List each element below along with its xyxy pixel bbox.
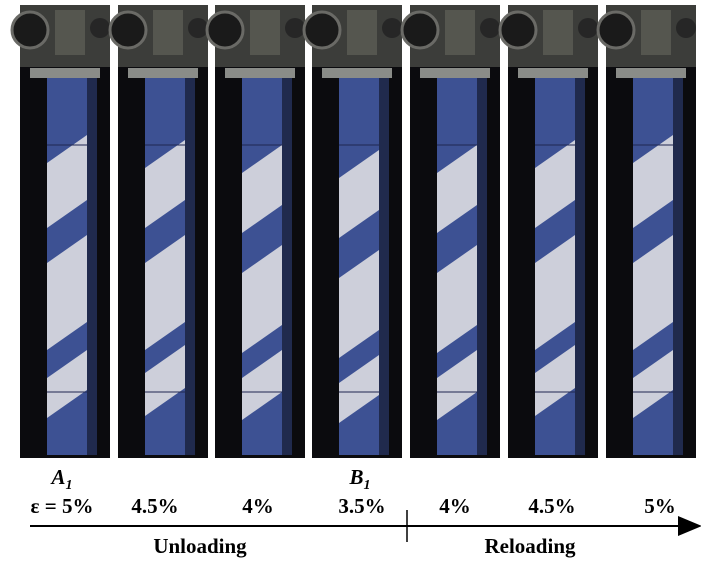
strain-label: 5% bbox=[644, 494, 676, 518]
grip bbox=[128, 68, 198, 78]
machine-part bbox=[90, 18, 110, 38]
strain-label: 3.5% bbox=[338, 494, 385, 518]
photo-panel bbox=[500, 5, 598, 458]
grip bbox=[322, 68, 392, 78]
specimen-edge bbox=[87, 78, 97, 455]
strain-label: 4.5% bbox=[131, 494, 178, 518]
specimen-edge bbox=[575, 78, 585, 455]
figure: A1 B1 ε = 5% 4.5% 4% 3.5% 4% 4.5% 5% Unloading… bbox=[0, 0, 701, 563]
specimen-edge bbox=[673, 78, 683, 455]
marker-b1: B1 bbox=[348, 465, 370, 493]
strain-label: 4.5% bbox=[528, 494, 575, 518]
grip bbox=[518, 68, 588, 78]
grip bbox=[30, 68, 100, 78]
photo-panels bbox=[12, 5, 696, 458]
machine-part bbox=[188, 18, 208, 38]
photo-panel bbox=[207, 5, 305, 458]
machine-part bbox=[598, 12, 634, 48]
machine-part bbox=[347, 10, 377, 55]
photo-panel bbox=[402, 5, 500, 458]
machine-part bbox=[402, 12, 438, 48]
machine-part bbox=[543, 10, 573, 55]
machine-part bbox=[500, 12, 536, 48]
photo-panel bbox=[304, 5, 402, 458]
machine-part bbox=[110, 12, 146, 48]
machine-part bbox=[285, 18, 305, 38]
specimen-edge bbox=[379, 78, 389, 455]
machine-part bbox=[578, 18, 598, 38]
machine-part bbox=[153, 10, 183, 55]
phase-label: Reloading bbox=[484, 534, 576, 558]
photo-panel bbox=[110, 5, 208, 458]
machine-part bbox=[55, 10, 85, 55]
machine-part bbox=[480, 18, 500, 38]
phase-label: Unloading bbox=[153, 534, 247, 558]
strain-labels: ε = 5% 4.5% 4% 3.5% 4% 4.5% 5% bbox=[31, 494, 676, 518]
grip bbox=[420, 68, 490, 78]
photo-panel bbox=[598, 5, 696, 458]
specimen-edge bbox=[282, 78, 292, 455]
machine-part bbox=[641, 10, 671, 55]
machine-part bbox=[445, 10, 475, 55]
specimen-edge bbox=[185, 78, 195, 455]
machine-part bbox=[12, 12, 48, 48]
grip bbox=[225, 68, 295, 78]
machine-part bbox=[207, 12, 243, 48]
machine-part bbox=[676, 18, 696, 38]
machine-part bbox=[382, 18, 402, 38]
strain-label: 4% bbox=[242, 494, 274, 518]
specimen-edge bbox=[477, 78, 487, 455]
photo-panel bbox=[12, 5, 110, 458]
strain-label: 4% bbox=[439, 494, 471, 518]
marker-a1: A1 bbox=[49, 465, 72, 493]
machine-part bbox=[250, 10, 280, 55]
grip bbox=[616, 68, 686, 78]
strain-label: ε = 5% bbox=[31, 494, 94, 518]
machine-part bbox=[304, 12, 340, 48]
